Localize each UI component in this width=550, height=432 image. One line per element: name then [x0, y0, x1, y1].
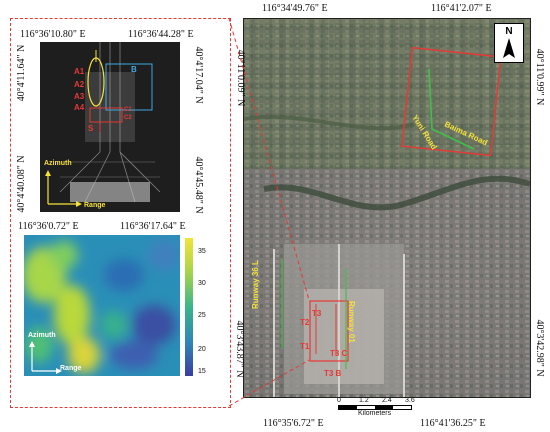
sar-inset-image — [40, 42, 180, 212]
terminal-t3-label: T3 — [312, 309, 322, 318]
terminal-t2-label: T2 — [300, 318, 310, 327]
heat-axis-arrows — [29, 341, 62, 374]
heat-inset-image — [24, 235, 180, 376]
sar-axis-arrows — [45, 170, 82, 207]
north-arrow: N — [494, 23, 524, 63]
main-map-image: Runway 36 L Runway 01 Baima Road Yuni Ro… — [244, 19, 530, 397]
sar-range-label: Range — [84, 202, 106, 209]
sar-top-coord-left: 116°36'10.80" E — [20, 29, 86, 40]
colorbar-tick-15: 15 — [198, 368, 206, 375]
sar-top-coord-right: 116°36'44.28" E — [128, 29, 194, 40]
sar-point-c1: C1 — [124, 107, 132, 113]
heat-range-label: Range — [60, 365, 82, 372]
sar-right-coord-top: 40°4'17.04" N — [193, 46, 204, 104]
sar-point-s: S — [88, 124, 94, 133]
heat-inset[interactable]: Azimuth Range — [24, 235, 180, 376]
scale-tick-2: 2.4 — [382, 397, 392, 404]
study-area-box — [401, 46, 502, 157]
scale-bar: 0 1.2 2.4 3.6 Kilometers — [337, 397, 418, 417]
sar-box-b — [105, 63, 153, 111]
heat-colorbar — [185, 238, 193, 376]
scale-tick-1: 1.2 — [359, 397, 369, 404]
sar-point-c2: C2 — [124, 115, 132, 121]
sar-point-b: B — [131, 65, 137, 74]
scale-tick-0: 0 — [337, 397, 341, 404]
main-top-coord-left: 116°34'49.76" E — [262, 3, 328, 14]
colorbar-tick-20: 20 — [198, 346, 206, 353]
airport-box — [309, 300, 349, 362]
sar-right-coord-bottom: 40°4'45.48" N — [193, 156, 204, 214]
scale-tick-3: 3.6 — [405, 397, 415, 404]
colorbar-tick-35: 35 — [198, 248, 206, 255]
sar-box-c — [89, 107, 123, 123]
sar-left-coord-top: 40°4'11.64" N — [16, 44, 27, 102]
baima-road-line — [428, 68, 475, 150]
main-map[interactable]: Runway 36 L Runway 01 Baima Road Yuni Ro… — [243, 18, 531, 398]
heat-azimuth-label: Azimuth — [28, 332, 56, 339]
north-arrow-icon — [503, 38, 515, 58]
terminal-t3c-label: T3 C — [330, 349, 348, 358]
heat-coord-left: 116°36'0.72" E — [18, 221, 79, 232]
colorbar-tick-25: 25 — [198, 312, 206, 319]
colorbar-tick-30: 30 — [198, 280, 206, 287]
sar-point-a1: A1 — [74, 67, 85, 76]
sar-point-a4: A4 — [74, 103, 85, 112]
terminal-t3b-label: T3 B — [324, 369, 342, 378]
insets-frame — [10, 18, 231, 408]
runway-01-label: Runway 01 — [347, 301, 356, 343]
main-bottom-coord-right: 116°41'36.25" E — [420, 418, 486, 429]
north-label: N — [505, 26, 513, 37]
sar-point-a3: A3 — [74, 92, 85, 101]
terminal-t1-label: T1 — [300, 342, 310, 351]
sar-left-coord-bottom: 40°4'40.08" N — [16, 155, 27, 213]
main-bottom-coord-left: 116°35'6.72" E — [263, 418, 324, 429]
sar-azimuth-label: Azimuth — [44, 160, 72, 167]
heat-coord-right: 116°36'17.64" E — [120, 221, 186, 232]
runway-36l-label: Runway 36 L — [251, 260, 260, 309]
sar-point-a2: A2 — [74, 80, 85, 89]
scale-unit: Kilometers — [358, 410, 392, 417]
main-top-coord-right: 116°41'2.07" E — [431, 3, 492, 14]
sar-inset[interactable]: A1 A2 A3 A4 B C1 C2 S Azimuth Range — [40, 42, 180, 212]
